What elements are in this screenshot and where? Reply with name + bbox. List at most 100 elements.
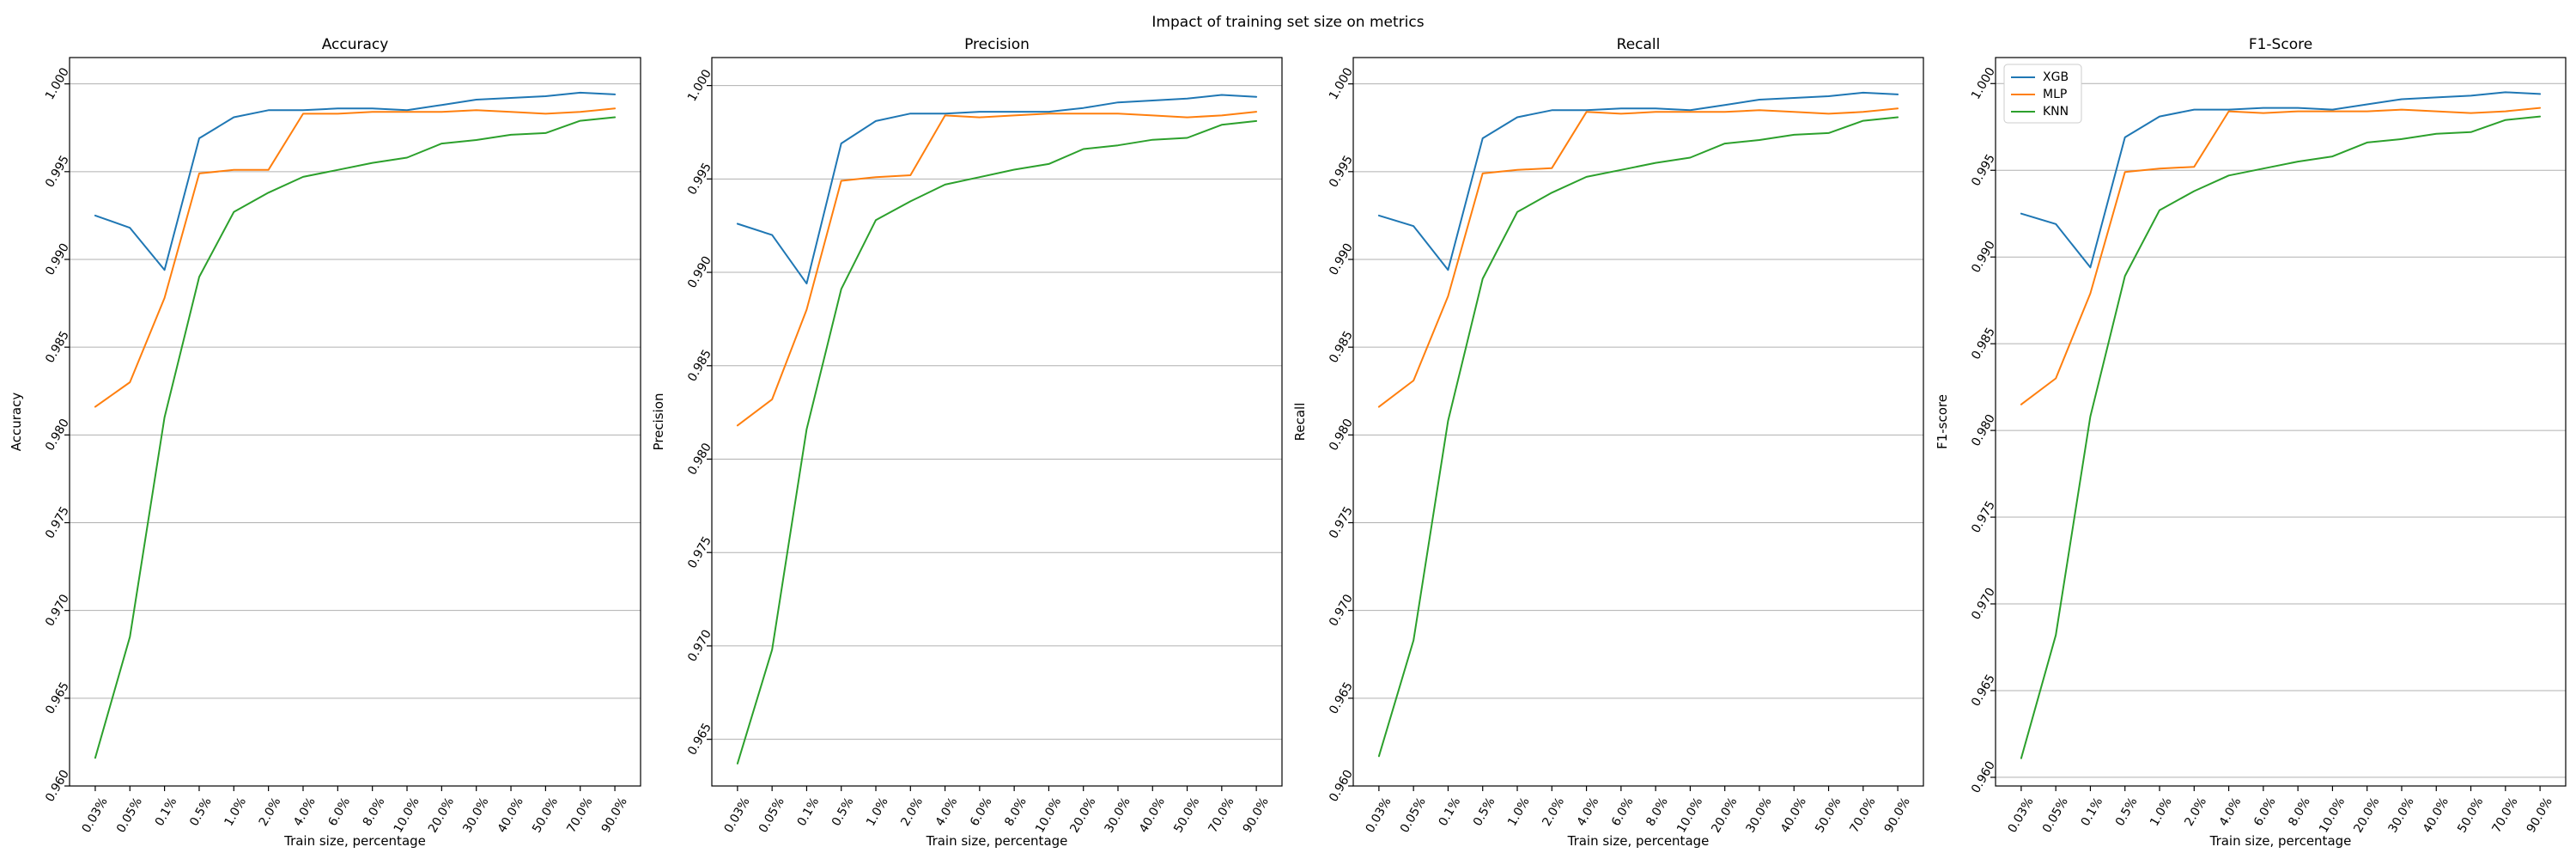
x-tick-label: 0.5% bbox=[2113, 795, 2141, 829]
x-axis-label: Train size, percentage bbox=[283, 833, 426, 849]
legend-label-xgb: XGB bbox=[2043, 70, 2069, 84]
x-tick-label: 20.0% bbox=[1067, 795, 1098, 836]
x-tick-label: 40.0% bbox=[495, 795, 526, 836]
x-tick-label: 8.0% bbox=[361, 795, 388, 829]
x-tick-label: 0.5% bbox=[1471, 795, 1498, 829]
subplot-1: 0.9650.9700.9750.9800.9850.9900.9951.000… bbox=[651, 36, 1283, 849]
x-tick-label: 70.0% bbox=[564, 795, 595, 836]
series-line-mlp bbox=[94, 107, 617, 408]
series-line-knn bbox=[1377, 116, 1899, 758]
x-tick-label: 90.0% bbox=[599, 795, 630, 836]
subplot-3: 0.9600.9650.9700.9750.9800.9850.9900.995… bbox=[1935, 36, 2567, 849]
x-tick-label: 2.0% bbox=[898, 795, 926, 829]
x-tick-label: 0.1% bbox=[795, 795, 823, 829]
x-tick-label: 6.0% bbox=[325, 795, 353, 829]
x-axis-label: Train size, percentage bbox=[2209, 833, 2352, 849]
x-tick-label: 50.0% bbox=[530, 795, 561, 836]
x-tick-label: 70.0% bbox=[1206, 795, 1237, 836]
x-tick-label: 70.0% bbox=[2490, 795, 2521, 836]
y-axis-label: Recall bbox=[1292, 403, 1308, 442]
x-tick-label: 1.0% bbox=[222, 795, 249, 829]
series-line-xgb bbox=[94, 91, 617, 271]
x-axis-label: Train size, percentage bbox=[1567, 833, 1710, 849]
x-tick-label: 0.5% bbox=[829, 795, 857, 829]
plot-frame bbox=[1352, 57, 1924, 787]
series-line-knn bbox=[94, 116, 617, 759]
x-axis-label: Train size, percentage bbox=[926, 833, 1068, 849]
x-tick-label: 30.0% bbox=[1103, 795, 1133, 836]
x-tick-label: 50.0% bbox=[2455, 795, 2486, 836]
series-line-mlp bbox=[1377, 107, 1899, 408]
plot-frame bbox=[1995, 57, 2567, 787]
x-tick-label: 10.0% bbox=[1674, 795, 1705, 836]
series-line-mlp bbox=[736, 111, 1258, 427]
x-tick-label: 40.0% bbox=[2421, 795, 2451, 836]
x-tick-label: 90.0% bbox=[1241, 795, 1272, 836]
y-axis-label: F1-score bbox=[1935, 394, 1950, 449]
x-tick-label: 6.0% bbox=[2251, 795, 2279, 829]
x-tick-label: 0.1% bbox=[1437, 795, 1464, 829]
x-tick-label: 0.1% bbox=[2079, 795, 2106, 829]
x-tick-label: 0.03% bbox=[1364, 795, 1394, 836]
legend: XGB MLP KNN bbox=[2003, 64, 2082, 124]
legend-label-knn: KNN bbox=[2043, 105, 2069, 119]
x-tick-label: 8.0% bbox=[1643, 795, 1671, 829]
subplot-2: 0.9600.9650.9700.9750.9800.9850.9900.995… bbox=[1292, 36, 1924, 849]
x-tick-label: 20.0% bbox=[2351, 795, 2382, 836]
series-line-mlp bbox=[2020, 107, 2542, 405]
x-tick-label: 0.05% bbox=[1398, 795, 1429, 836]
x-tick-label: 1.0% bbox=[864, 795, 891, 829]
x-tick-label: 50.0% bbox=[1171, 795, 1202, 836]
x-tick-label: 20.0% bbox=[426, 795, 457, 836]
subplot-title: Accuracy bbox=[322, 36, 389, 53]
x-tick-label: 10.0% bbox=[392, 795, 422, 836]
x-tick-label: 30.0% bbox=[2386, 795, 2417, 836]
subplot-0: 0.9600.9650.9700.9750.9800.9850.9900.995… bbox=[9, 36, 641, 849]
x-tick-label: 4.0% bbox=[1575, 795, 1602, 829]
y-axis-label: Precision bbox=[651, 393, 666, 451]
x-tick-label: 20.0% bbox=[1709, 795, 1740, 836]
x-tick-label: 4.0% bbox=[933, 795, 961, 829]
legend-box bbox=[2003, 64, 2082, 124]
figure-suptitle: Impact of training set size on metrics bbox=[1151, 14, 1424, 31]
x-tick-label: 1.0% bbox=[1505, 795, 1533, 829]
x-tick-label: 0.05% bbox=[2040, 795, 2071, 836]
plot-frame bbox=[711, 57, 1283, 787]
x-tick-label: 0.05% bbox=[114, 795, 145, 836]
subplot-title: Recall bbox=[1617, 36, 1661, 53]
x-tick-label: 10.0% bbox=[2317, 795, 2348, 836]
series-line-xgb bbox=[736, 94, 1258, 285]
x-tick-label: 0.03% bbox=[80, 795, 111, 836]
y-axis-label: Accuracy bbox=[9, 393, 24, 452]
subplots: 0.9600.9650.9700.9750.9800.9850.9900.995… bbox=[9, 36, 2567, 849]
series-line-xgb bbox=[1377, 91, 1899, 271]
subplot-title: Precision bbox=[964, 36, 1030, 53]
x-tick-label: 40.0% bbox=[1137, 795, 1168, 836]
x-tick-label: 4.0% bbox=[291, 795, 319, 829]
x-tick-label: 4.0% bbox=[2217, 795, 2245, 829]
x-tick-label: 90.0% bbox=[1882, 795, 1913, 836]
x-tick-label: 2.0% bbox=[257, 795, 284, 829]
x-tick-label: 6.0% bbox=[1609, 795, 1637, 829]
series-line-knn bbox=[2020, 115, 2542, 759]
x-tick-label: 40.0% bbox=[1778, 795, 1809, 836]
x-tick-label: 0.05% bbox=[756, 795, 787, 836]
x-tick-label: 6.0% bbox=[968, 795, 995, 829]
x-tick-label: 0.03% bbox=[2006, 795, 2037, 836]
x-tick-label: 50.0% bbox=[1813, 795, 1844, 836]
x-tick-label: 0.1% bbox=[153, 795, 180, 829]
series-line-xgb bbox=[2020, 91, 2542, 269]
x-tick-label: 70.0% bbox=[1848, 795, 1879, 836]
subplot-title: F1-Score bbox=[2249, 36, 2312, 53]
x-tick-label: 10.0% bbox=[1033, 795, 1064, 836]
x-tick-label: 1.0% bbox=[2148, 795, 2175, 829]
x-tick-label: 8.0% bbox=[1002, 795, 1030, 829]
x-tick-label: 90.0% bbox=[2524, 795, 2555, 836]
x-tick-label: 2.0% bbox=[2182, 795, 2209, 829]
x-tick-label: 30.0% bbox=[1744, 795, 1775, 836]
x-tick-label: 2.0% bbox=[1540, 795, 1567, 829]
x-tick-label: 30.0% bbox=[460, 795, 491, 836]
legend-label-mlp: MLP bbox=[2043, 88, 2067, 101]
series-line-knn bbox=[736, 119, 1258, 765]
